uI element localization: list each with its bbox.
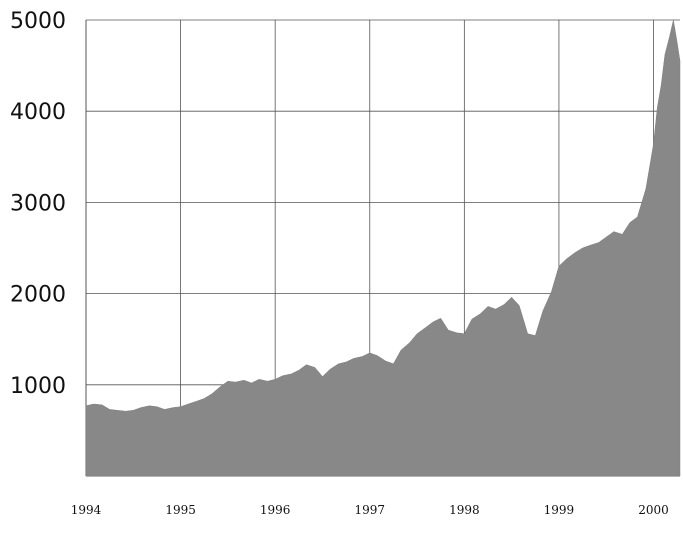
y-tick-label: 2000	[10, 283, 66, 308]
x-tick-label: 2000	[638, 503, 669, 517]
x-tick-label: 1994	[71, 503, 102, 517]
x-tick-label: 1998	[449, 503, 480, 517]
x-tick-label: 1999	[544, 503, 575, 517]
x-axis-ticks: 1994 1995 1996 1997 1998 1999 2000	[71, 503, 669, 517]
area-series	[85, 19, 681, 477]
y-tick-label: 3000	[10, 191, 66, 216]
y-axis-ticks: 1000 2000 3000 4000 5000	[10, 9, 66, 399]
x-tick-label: 1996	[260, 503, 291, 517]
y-tick-label: 4000	[10, 100, 66, 125]
x-tick-label: 1997	[354, 503, 385, 517]
y-tick-label: 1000	[10, 374, 66, 399]
x-tick-label: 1995	[165, 503, 196, 517]
y-tick-label: 5000	[10, 9, 66, 34]
